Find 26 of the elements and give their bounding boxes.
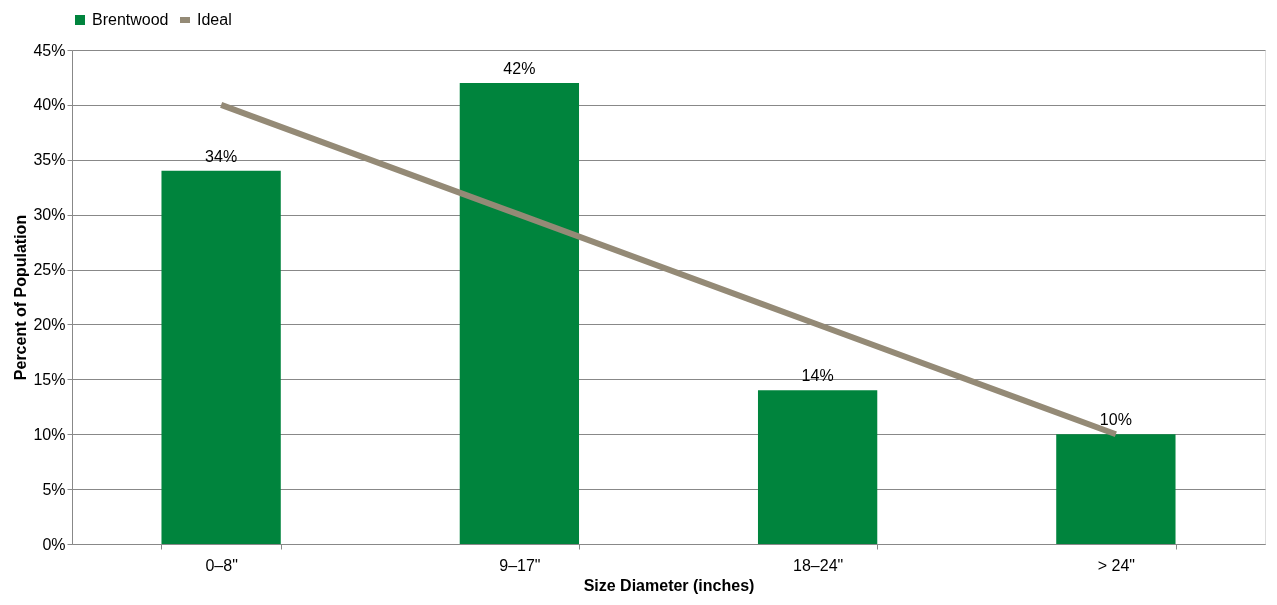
y-tick-label: 40%	[33, 96, 66, 114]
x-tick-label: 0–8"	[205, 556, 238, 574]
y-axis-title: Percent of Population	[12, 214, 30, 381]
legend-label: Brentwood	[92, 11, 169, 28]
y-tick-label: 30%	[33, 206, 66, 224]
x-tick-label: > 24"	[1097, 556, 1136, 574]
y-tick-label: 15%	[33, 370, 66, 388]
data-label: 42%	[503, 59, 536, 77]
x-tick-label: 18–24"	[793, 556, 844, 574]
bar	[1056, 434, 1176, 544]
data-label: 10%	[1099, 411, 1132, 429]
legend-label: Ideal	[197, 11, 232, 28]
y-tick-label: 35%	[33, 151, 66, 169]
y-tick-label: 45%	[33, 41, 66, 59]
x-axis-title: Size Diameter (inches)	[583, 576, 755, 594]
y-tick-label: 25%	[33, 261, 66, 279]
x-tick-label: 9–17"	[499, 556, 541, 574]
bar	[757, 390, 878, 544]
bar	[161, 170, 281, 544]
data-label: 14%	[801, 367, 834, 385]
y-tick-label: 10%	[33, 425, 66, 443]
y-tick-label: 20%	[33, 315, 66, 333]
y-tick-label: 5%	[42, 480, 66, 498]
bar	[459, 82, 580, 544]
y-tick-label: 0%	[42, 535, 66, 553]
data-label: 34%	[205, 147, 238, 165]
